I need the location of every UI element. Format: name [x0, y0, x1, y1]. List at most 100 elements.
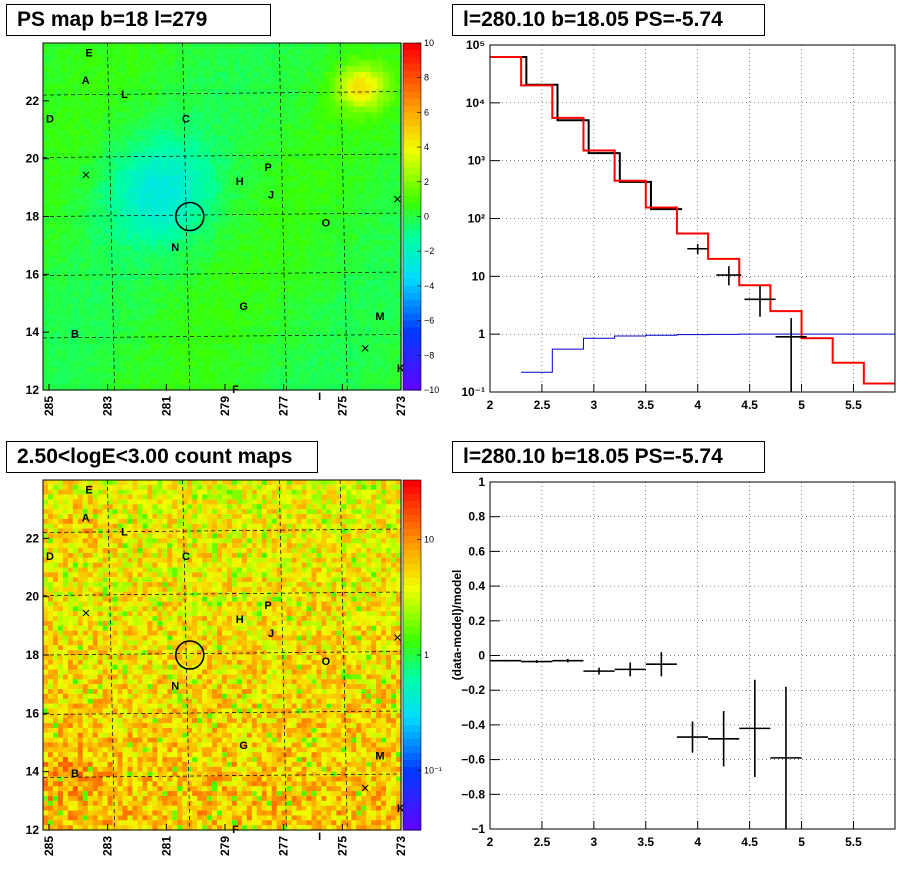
heatmap-cell: [204, 262, 211, 270]
heatmap-cell: [78, 135, 86, 142]
heatmap-cell: [108, 71, 116, 79]
heatmap-cell: [126, 187, 134, 194]
heatmap-cell: [353, 384, 360, 391]
heatmap-cell: [204, 77, 211, 85]
heatmap-cell: [377, 83, 384, 90]
heatmap-cell: [132, 89, 140, 96]
heatmap-cell: [72, 228, 80, 235]
heatmap-cell: [54, 193, 62, 200]
heatmap-cell: [97, 723, 104, 729]
heatmap-cell: [108, 66, 116, 73]
heatmap-cell: [210, 170, 217, 177]
heatmap-cell: [383, 83, 390, 90]
heatmap-cell: [293, 372, 301, 380]
grid-line: [42, 334, 402, 339]
heatmap-cell: [112, 810, 119, 817]
heatmap-cell: [60, 123, 68, 131]
heatmap-cell: [82, 742, 89, 748]
heatmap-cell: [97, 543, 104, 549]
heatmap-cell: [72, 674, 79, 680]
heatmap-cell: [92, 742, 99, 748]
heatmap-cell: [78, 210, 86, 218]
heatmap-cell: [108, 210, 116, 218]
heatmap-cell: [222, 106, 229, 113]
heatmap-cell: [335, 54, 342, 61]
heatmap-cell: [62, 747, 69, 753]
heatmap-cell: [341, 274, 348, 281]
heatmap-cell: [353, 343, 360, 351]
heatmap-cell: [311, 384, 319, 391]
heatmap-cell: [305, 355, 313, 362]
heatmap-cell: [144, 187, 151, 194]
heatmap-cell: [67, 805, 74, 812]
heatmap-cell: [78, 118, 86, 125]
heatmap-cell: [341, 233, 348, 241]
heatmap-cell: [117, 533, 124, 539]
heatmap-cell: [54, 135, 62, 142]
heatmap-cell: [90, 112, 98, 119]
heatmap-cell: [90, 378, 98, 385]
heatmap-cell: [204, 222, 211, 229]
heatmap-cell: [52, 557, 59, 564]
heatmap-cell: [371, 297, 378, 304]
heatmap-cell: [239, 337, 247, 345]
heatmap-cell: [67, 703, 74, 710]
heatmap-cell: [180, 48, 187, 56]
heatmap-cell: [60, 48, 68, 56]
heatmap-cell: [54, 164, 62, 171]
heatmap-cell: [281, 95, 289, 102]
heatmap-cell: [359, 71, 366, 79]
heatmap-cell: [287, 54, 295, 61]
heatmap-cell: [353, 71, 360, 79]
heatmap-cell: [97, 572, 104, 578]
heatmap-cell: [54, 291, 62, 299]
heatmap-cell: [239, 384, 247, 391]
heatmap-cell: [67, 674, 74, 680]
heatmap-cell: [180, 170, 187, 177]
heatmap-cell: [192, 274, 199, 281]
heatmap-cell: [87, 669, 94, 676]
heatmap-cell: [198, 141, 205, 148]
heatmap-cell: [67, 781, 74, 787]
heatmap-cell: [257, 118, 265, 125]
heatmap-cell: [323, 320, 330, 327]
heatmap-cell: [227, 89, 235, 96]
heatmap-cell: [275, 228, 283, 235]
heatmap-cell: [263, 210, 271, 218]
heatmap-cell: [43, 343, 50, 351]
heatmap-cell: [78, 280, 86, 287]
heatmap-cell: [114, 141, 122, 148]
heatmap-cell: [168, 193, 175, 200]
heatmap-cell: [126, 152, 134, 160]
heatmap-cell: [48, 372, 56, 380]
heatmap-cell: [329, 285, 336, 293]
heatmap-cell: [347, 216, 354, 223]
heatmap-cell: [97, 689, 104, 695]
heatmap-cell: [210, 303, 217, 310]
heatmap-cell: [227, 123, 235, 131]
heatmap-cell: [257, 332, 265, 339]
heatmap-cell: [347, 123, 354, 131]
heatmap-cell: [383, 222, 390, 229]
x-tick-label: 273: [394, 396, 408, 416]
heatmap-cell: [204, 199, 211, 206]
heatmap-cell: [263, 361, 271, 368]
heatmap-cell: [57, 810, 64, 817]
heatmap-cell: [87, 727, 94, 734]
heatmap-cell: [269, 204, 277, 212]
heatmap-cell: [287, 83, 295, 90]
heatmap-cell: [245, 141, 253, 148]
heatmap-cell: [122, 601, 129, 607]
heatmap-cell: [47, 737, 54, 744]
heatmap-cell: [60, 233, 68, 241]
heatmap-cell: [77, 732, 84, 739]
heatmap-cell: [48, 66, 56, 73]
heatmap-cell: [347, 332, 354, 339]
heatmap-cell: [186, 222, 193, 229]
heatmap-cell: [329, 187, 336, 194]
heatmap-cell: [245, 256, 253, 264]
heatmap-cell: [317, 343, 325, 351]
heatmap-cell: [54, 256, 62, 264]
heatmap-cell: [341, 280, 348, 287]
